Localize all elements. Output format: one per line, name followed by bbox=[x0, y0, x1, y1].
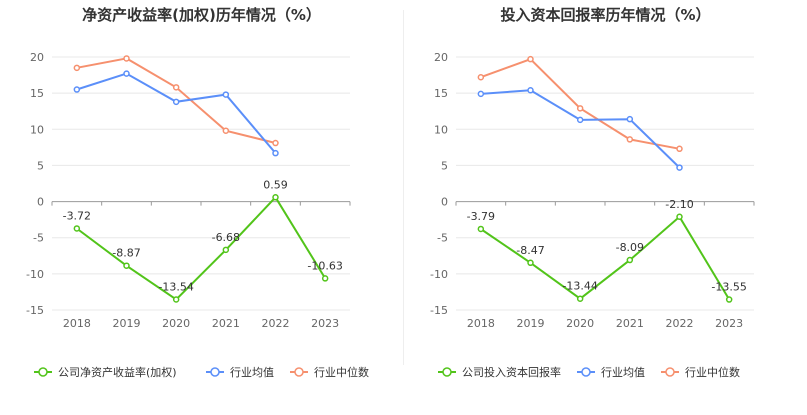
data-point-industry_median bbox=[222, 127, 230, 134]
data-point-industry_avg bbox=[576, 116, 584, 124]
data-point-industry_avg bbox=[477, 90, 485, 98]
x-tick-label: 2023 bbox=[715, 317, 743, 330]
data-point-company bbox=[123, 262, 130, 269]
data-point-industry_avg bbox=[172, 98, 180, 106]
y-tick-label: 20 bbox=[30, 51, 44, 64]
data-label: -6.68 bbox=[212, 231, 240, 244]
x-tick-label: 2022 bbox=[262, 317, 290, 330]
data-label: -2.10 bbox=[665, 198, 693, 211]
data-point-industry_avg bbox=[527, 87, 534, 94]
x-tick-label: 2021 bbox=[212, 317, 240, 330]
legend-marker-industry_avg bbox=[581, 367, 591, 377]
data-point-industry_avg bbox=[73, 86, 81, 93]
y-tick-label: 5 bbox=[441, 159, 448, 172]
legend-label: 行业均值 bbox=[601, 366, 645, 379]
y-tick-label: 15 bbox=[30, 87, 44, 100]
y-tick-label: -15 bbox=[430, 304, 448, 317]
y-tick-label: -10 bbox=[430, 268, 448, 281]
x-tick-label: 2020 bbox=[162, 317, 190, 330]
legend-label: 行业均值 bbox=[230, 366, 274, 379]
data-point-industry_median bbox=[272, 139, 279, 147]
chart-panel-roe: 净资产收益率(加权)历年情况（%） 20 15 10 5 0 -5 -10 -15 2018 20… bbox=[0, 0, 403, 415]
data-label: -3.72 bbox=[63, 209, 91, 222]
data-label: -10.63 bbox=[307, 259, 342, 272]
data-point-company bbox=[172, 296, 180, 303]
x-tick-label: 2023 bbox=[311, 317, 339, 330]
data-point-company bbox=[725, 296, 733, 303]
legend-marker-industry_median bbox=[294, 367, 304, 377]
legend-marker-industry_median bbox=[665, 367, 675, 377]
x-tick-label: 2020 bbox=[566, 317, 594, 330]
data-point-company bbox=[527, 259, 534, 267]
y-tick-label: 10 bbox=[30, 123, 44, 136]
y-tick-label: 5 bbox=[37, 159, 44, 172]
legend-label: 行业中位数 bbox=[685, 365, 740, 379]
series-line-company bbox=[76, 195, 327, 301]
data-point-industry_median bbox=[172, 84, 180, 91]
x-tick-label: 2018 bbox=[63, 317, 91, 330]
data-point-industry_avg bbox=[676, 164, 683, 171]
panel-divider bbox=[403, 10, 404, 365]
data-point-industry_median bbox=[73, 64, 81, 72]
data-point-company bbox=[272, 194, 279, 201]
chart-panel-roic: 投入资本回报率历年情况（%） 20 15 10 5 0 -5 -10 -15 2018 2019 2… bbox=[404, 0, 807, 415]
chart-title: 净资产收益率(加权)历年情况（%） bbox=[82, 6, 321, 24]
y-tick-label: 0 bbox=[441, 196, 448, 209]
data-point-industry_median bbox=[576, 105, 584, 112]
data-point-company bbox=[73, 225, 81, 232]
x-tick-label: 2019 bbox=[113, 317, 141, 330]
x-tick-label: 2022 bbox=[666, 317, 694, 330]
data-point-industry_median bbox=[477, 73, 485, 81]
legend-marker-company bbox=[38, 367, 48, 377]
data-point-industry_avg bbox=[222, 91, 230, 98]
data-point-industry_avg bbox=[272, 149, 279, 157]
data-label: -8.09 bbox=[616, 241, 644, 254]
legend-label: 公司投入资本回报率 bbox=[462, 365, 561, 379]
data-label: -13.44 bbox=[562, 280, 597, 293]
data-label: 0.59 bbox=[263, 178, 288, 191]
data-point-industry_median bbox=[626, 136, 634, 143]
data-label: -13.54 bbox=[158, 280, 193, 293]
data-label: -3.79 bbox=[467, 210, 495, 223]
x-tick-label: 2019 bbox=[517, 317, 545, 330]
data-point-company bbox=[477, 225, 485, 233]
y-tick-label: 20 bbox=[434, 51, 448, 64]
y-tick-label: -5 bbox=[33, 232, 44, 245]
data-point-company bbox=[576, 295, 584, 302]
y-tick-label: 15 bbox=[434, 87, 448, 100]
data-label: -8.47 bbox=[516, 244, 544, 257]
series-line-industry_median bbox=[480, 58, 680, 150]
x-tick-label: 2021 bbox=[616, 317, 644, 330]
data-point-company bbox=[676, 213, 683, 221]
y-tick-label: 0 bbox=[37, 196, 44, 209]
data-point-company bbox=[321, 275, 329, 282]
y-tick-label: 10 bbox=[434, 123, 448, 136]
y-tick-label: -5 bbox=[437, 232, 448, 245]
chart-svg: 20 15 10 5 0 -5 -10 -15 2018 2019 2020 2021 2022 2023… bbox=[430, 51, 755, 379]
y-tick-label: -15 bbox=[26, 304, 44, 317]
chart-svg: 20 15 10 5 0 -5 -10 -15 2018 2019 2020 2021 2022 2023… bbox=[26, 51, 369, 379]
legend-label: 行业中位数 bbox=[314, 365, 369, 379]
series-line-company bbox=[480, 215, 731, 301]
data-point-industry_avg bbox=[123, 70, 130, 77]
data-point-industry_median bbox=[123, 55, 130, 62]
legend-marker-company bbox=[442, 367, 452, 377]
data-point-industry_median bbox=[676, 145, 683, 153]
y-tick-label: -10 bbox=[26, 268, 44, 281]
data-point-industry_avg bbox=[626, 115, 634, 123]
data-label: -8.87 bbox=[112, 247, 140, 260]
legend-marker-industry_avg bbox=[210, 367, 220, 377]
data-point-company bbox=[222, 246, 230, 254]
data-label: -13.55 bbox=[711, 281, 746, 294]
x-tick-label: 2018 bbox=[467, 317, 495, 330]
data-point-company bbox=[626, 256, 634, 264]
legend-label: 公司净资产收益率(加权) bbox=[58, 365, 177, 379]
data-point-industry_median bbox=[527, 55, 534, 63]
chart-title: 投入资本回报率历年情况（%） bbox=[500, 6, 711, 24]
